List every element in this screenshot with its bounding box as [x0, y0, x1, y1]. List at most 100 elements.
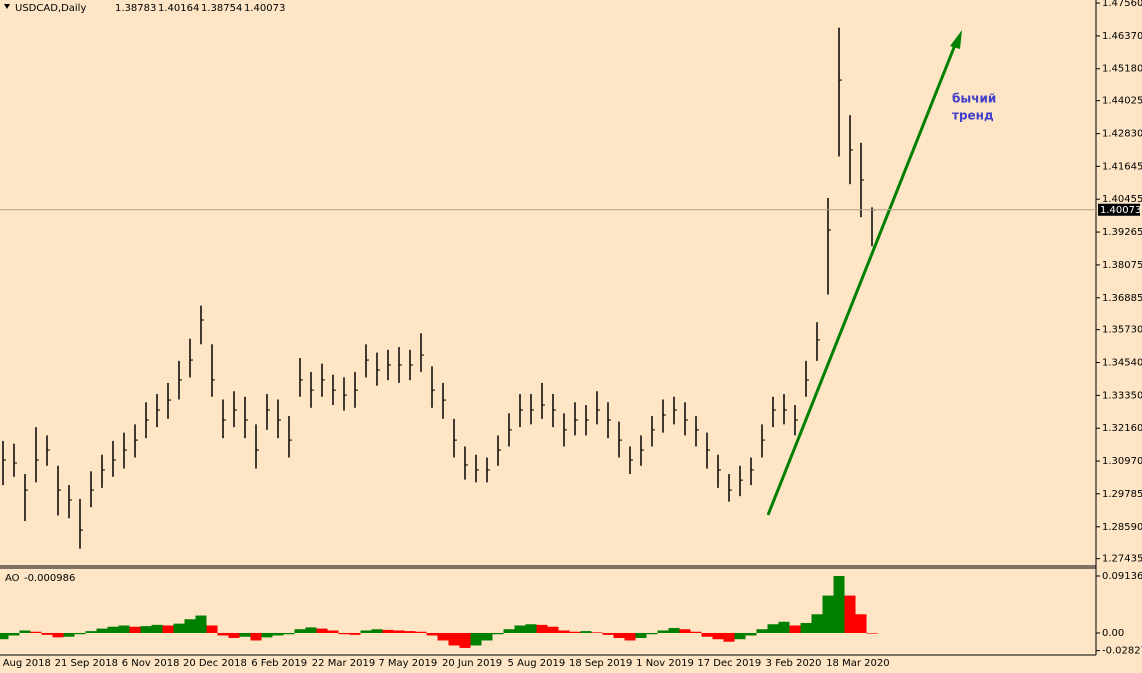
annotation: тренд [952, 109, 994, 123]
ao-bar [96, 628, 108, 633]
ao-bar [481, 632, 493, 641]
ao-title: AO [5, 573, 20, 584]
ao-bar [690, 631, 702, 633]
ao-bar [525, 624, 537, 633]
y-tick-label: 1.41645 [1102, 161, 1142, 172]
y-tick-label: 1.42830 [1102, 129, 1142, 140]
ao-bar [371, 629, 383, 633]
x-tick-label: 20 Dec 2018 [183, 658, 247, 669]
x-tick-label: 5 Aug 2019 [508, 658, 566, 669]
ao-bar [140, 626, 152, 633]
ao-bar [459, 632, 471, 648]
ao-bar [0, 632, 9, 640]
ao-bar [635, 632, 647, 638]
y-tick-label: 1.45180 [1102, 64, 1142, 75]
ao-bar [591, 632, 603, 633]
ao-bar [668, 627, 680, 633]
ao-bar [250, 632, 262, 641]
ao-bar [536, 624, 548, 633]
ao-bar [514, 625, 526, 633]
ao-bar [547, 626, 559, 633]
ao-bar [8, 632, 20, 636]
x-tick-label: 6 Nov 2018 [122, 658, 180, 669]
ao-bar [624, 632, 636, 641]
y-tick-label: 1.32160 [1102, 423, 1142, 434]
ao-bar [393, 630, 405, 633]
y-tick-label: 1.46370 [1102, 31, 1142, 42]
header-value: 1.38783 [115, 3, 156, 14]
y-tick-label: 0.00 [1102, 628, 1124, 639]
ao-bar [316, 628, 328, 633]
ao-bar [173, 623, 185, 633]
y-tick-label: 1.29785 [1102, 489, 1142, 500]
y-tick-label: 1.33350 [1102, 390, 1142, 401]
y-tick-label: 1.44025 [1102, 96, 1142, 107]
ao-bar [789, 625, 801, 633]
ao-bar [569, 631, 581, 633]
y-tick-label: 1.27435 [1102, 554, 1142, 565]
ao-bar [338, 632, 350, 635]
x-tick-label: 1 Nov 2019 [636, 658, 694, 669]
ao-bar [206, 625, 218, 633]
y-tick-label: 1.40455 [1102, 194, 1142, 205]
ao-bar [657, 630, 669, 633]
header-value: 1.40164 [158, 3, 199, 14]
x-tick-label: 21 Sep 2018 [55, 658, 118, 669]
ao-bar [855, 614, 867, 633]
header-value: 1.40073 [244, 3, 285, 14]
y-tick-label: 1.47560 [1102, 0, 1142, 9]
ao-bar [382, 629, 394, 633]
x-tick-label: 22 Mar 2019 [312, 658, 375, 669]
ao-value: -0.000986 [24, 573, 75, 584]
ao-bar [448, 632, 460, 646]
ao-bar [778, 621, 790, 633]
trend-arrow [766, 30, 962, 516]
menu-arrow[interactable] [4, 4, 10, 9]
ao-bar [217, 632, 229, 636]
header-value: 1.38754 [201, 3, 242, 14]
ao-bar [162, 625, 174, 633]
ao-bar [283, 632, 295, 635]
ao-bar [129, 626, 141, 633]
ao-bar [360, 630, 372, 633]
y-tick-label: 1.28590 [1102, 522, 1142, 533]
x-tick-label: 18 Mar 2020 [826, 658, 889, 669]
y-tick-label: 1.30970 [1102, 456, 1142, 467]
y-tick-label: 0.091364 [1102, 571, 1142, 582]
ao-bar [800, 623, 812, 633]
x-tick-label: 18 Sep 2019 [569, 658, 632, 669]
ao-bar [415, 631, 427, 633]
ao-bar [580, 631, 592, 633]
x-tick-label: 7 May 2019 [378, 658, 437, 669]
x-tick-label: 6 Feb 2019 [251, 658, 307, 669]
ao-bar [756, 629, 768, 633]
ao-bar [85, 631, 97, 633]
symbol-title: USDCAD,Daily [15, 3, 86, 14]
y-tick-label: 1.34540 [1102, 358, 1142, 369]
ao-bar [602, 632, 614, 635]
ao-bar [184, 619, 196, 633]
ao-bar [30, 631, 42, 633]
ao-bar [723, 632, 735, 642]
ao-bar [558, 630, 570, 633]
ao-bar [151, 624, 163, 633]
ao-bar [52, 632, 64, 638]
ao-bar [305, 627, 317, 633]
ao-bar [118, 625, 130, 633]
ao-bar [261, 632, 273, 638]
ao-bar [712, 632, 724, 640]
ao-bar [426, 632, 438, 636]
ao-bar [734, 632, 746, 640]
ao-bar [272, 632, 284, 636]
ao-bar [679, 629, 691, 633]
x-tick-label: 3 Feb 2020 [766, 658, 822, 669]
ao-bar [107, 626, 119, 633]
y-tick-label: 1.39265 [1102, 227, 1142, 238]
y-tick-label: 1.36885 [1102, 293, 1142, 304]
ao-bar [349, 632, 361, 635]
ao-bar [811, 614, 823, 633]
trend-line [766, 44, 957, 516]
x-tick-label: 20 Jun 2019 [442, 658, 502, 669]
ao-bar [767, 624, 779, 633]
ao-bar [503, 629, 515, 633]
